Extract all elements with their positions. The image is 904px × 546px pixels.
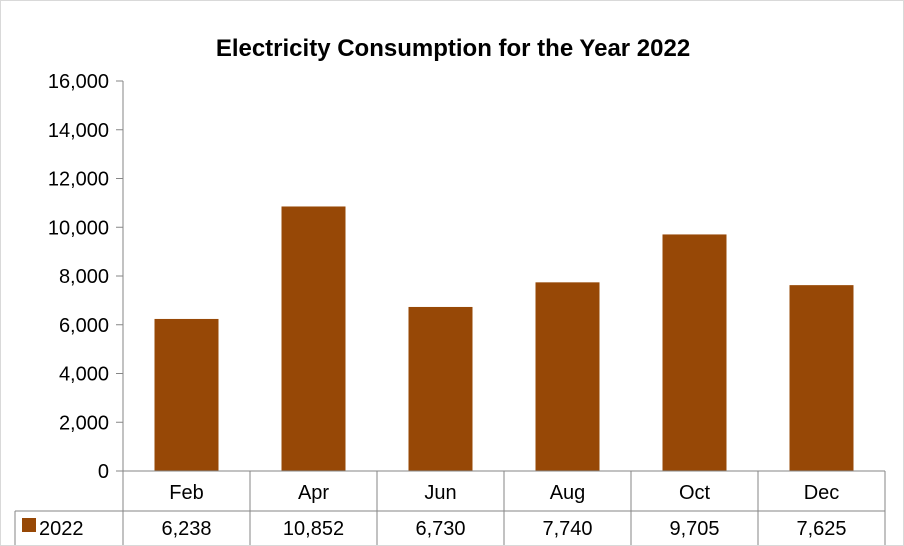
table-value-cell: 9,705 [669, 518, 719, 540]
legend-swatch [22, 518, 36, 532]
bar [662, 234, 727, 471]
y-tick-label: 2,000 [59, 412, 109, 434]
x-category-label: Aug [550, 482, 586, 504]
bar [281, 206, 346, 472]
bars [154, 206, 854, 472]
y-tick-label: 10,000 [48, 217, 109, 239]
y-tick-label: 4,000 [59, 364, 109, 386]
bar [535, 282, 600, 471]
table-value-cell: 7,625 [796, 518, 846, 540]
chart-title: Electricity Consumption for the Year 202… [216, 35, 690, 62]
y-tick-label: 8,000 [59, 266, 109, 288]
data-table: Feb Apr Jun Aug Oct Dec 2022 6,238 10,852 6,730 7,… [14, 470, 886, 545]
x-category-label: Oct [679, 482, 711, 504]
y-axis: 0 2,000 4,000 6,000 8,000 10,000 12,000 14,000 1… [48, 71, 124, 483]
legend-series-name: 2022 [39, 518, 84, 540]
bar [408, 306, 473, 471]
bar [154, 318, 219, 471]
table-value-cell: 6,730 [415, 518, 465, 540]
y-tick-label: 0 [98, 461, 109, 483]
y-tick-label: 12,000 [48, 169, 109, 191]
y-tick-label: 14,000 [48, 120, 109, 142]
table-value-cell: 10,852 [283, 518, 344, 540]
y-tick-label: 6,000 [59, 315, 109, 337]
x-category-label: Dec [804, 482, 840, 504]
x-category-label: Feb [169, 482, 203, 504]
y-tick-label: 16,000 [48, 71, 109, 93]
table-value-cell: 6,238 [161, 518, 211, 540]
x-category-label: Apr [298, 482, 329, 504]
x-category-label: Jun [424, 482, 456, 504]
bar [789, 285, 854, 471]
table-value-cell: 7,740 [542, 518, 592, 540]
